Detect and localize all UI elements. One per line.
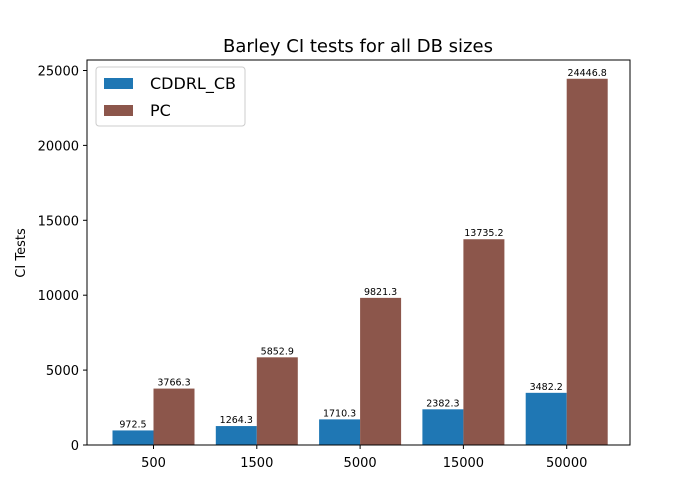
bar-pc-50000: [566, 78, 608, 445]
x-tick-label-50000: 50000: [546, 456, 587, 471]
bar-pc-15000: [463, 239, 505, 445]
bar-cddrl-cb-50000: [525, 392, 567, 445]
x-axis-ticks: 500 1500 5000 15000 50000: [141, 445, 587, 471]
plot-area-frame: [86, 59, 631, 446]
legend: CDDRL_CB PC: [95, 66, 246, 127]
bar-cddrl-cb-1500: [215, 426, 257, 445]
bar-cddrl-cb-5000: [319, 419, 361, 445]
y-tick-label-20000: 20000: [38, 139, 79, 154]
legend-frame: [95, 66, 246, 127]
data-label-pc-500: 3766.3: [157, 378, 190, 389]
legend-swatch-pc: [104, 105, 133, 116]
data-label-cddrl-cb-50000: 3482.2: [530, 382, 563, 393]
data-label-pc-5000: 9821.3: [364, 287, 397, 298]
bar-pc-5000: [360, 297, 402, 445]
data-label-pc-15000: 13735.2: [464, 228, 503, 239]
data-label-cddrl-cb-500: 972.5: [119, 419, 146, 430]
data-label-pc-50000: 24446.8: [568, 68, 607, 79]
y-tick-label-25000: 25000: [38, 64, 79, 79]
x-tick-label-5000: 5000: [344, 456, 377, 471]
legend-label-cddrl-cb: CDDRL_CB: [150, 74, 236, 94]
bar-pc-1500: [256, 357, 298, 445]
y-tick-label-15000: 15000: [38, 214, 79, 229]
bar-pc-500: [153, 388, 195, 445]
legend-swatch-cddrl-cb: [104, 78, 133, 89]
data-label-cddrl-cb-1500: 1264.3: [220, 415, 253, 426]
bars-group: [112, 78, 608, 445]
bar-cddrl-cb-500: [112, 430, 154, 445]
y-tick-label-5000: 5000: [46, 364, 79, 379]
legend-label-pc: PC: [150, 101, 171, 120]
y-tick-label-10000: 10000: [38, 289, 79, 304]
x-tick-label-500: 500: [141, 456, 166, 471]
x-tick-label-15000: 15000: [443, 456, 484, 471]
chart-title: Barley CI tests for all DB sizes: [223, 36, 493, 57]
y-axis-ticks: 0 5000 10000 15000 20000 25000: [38, 64, 87, 454]
data-labels-group: 972.5 3766.3 1264.3 5852.9 1710.3 9821.3 2382.…: [119, 68, 606, 431]
data-label-cddrl-cb-15000: 2382.3: [426, 398, 459, 409]
y-axis-label: CI Tests: [14, 228, 29, 278]
data-label-pc-1500: 5852.9: [261, 346, 294, 357]
x-tick-label-1500: 1500: [240, 456, 273, 471]
y-tick-label-0: 0: [71, 439, 79, 454]
bar-cddrl-cb-15000: [422, 409, 464, 445]
data-label-cddrl-cb-5000: 1710.3: [323, 408, 356, 419]
